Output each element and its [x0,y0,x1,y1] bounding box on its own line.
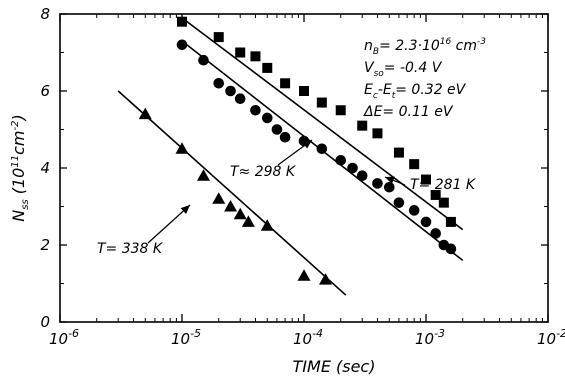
square-point [445,216,456,227]
arrow-head-icon [385,176,395,185]
circle-point [420,216,432,228]
square-point [438,197,449,208]
y-axis-title: Nss (1011cm-2) [9,114,31,221]
square-point [213,32,224,43]
curve-label-2: T= 338 K [97,241,164,257]
arrow-head-icon [302,140,312,149]
triangle-point [196,169,210,181]
circle-point [393,197,405,208]
circle-point [347,162,358,174]
square-point [262,62,273,73]
annotation-vso: Vso= -0.4 V [364,60,443,79]
square-point [280,78,291,89]
triangle-point [224,200,238,212]
circle-point [335,155,347,166]
x-tick-label: 10-6 [49,327,79,348]
y-tick-label: 2 [40,236,50,254]
square-point [250,51,261,62]
annotation-ecet: Ec-Et= 0.32 eV [364,82,467,101]
triangle-point [138,107,152,120]
square-point [335,105,346,116]
circle-point [261,112,273,124]
curve-label-0: T= 281 K [410,177,477,193]
circle-point [213,78,225,89]
circle-point [430,228,441,239]
square-point [409,159,420,170]
y-tick-label: 0 [40,313,50,331]
circle-point [271,124,283,135]
labels: nB= 2.3·1016 cm-3 Vso= -0.4 V Ec-Et= 0.32 … [97,37,486,257]
triangle-point [260,219,274,231]
y-tick-label: 6 [40,82,50,100]
data-points [138,16,457,285]
square-point [235,47,246,58]
x-tick-label: 10-4 [293,327,323,348]
triangle-point [297,269,311,281]
arrow-head-icon [180,205,190,215]
square-point [421,174,431,185]
triangle-point [241,215,255,227]
axes: 0 2 4 6 8 10-6 10-5 10-4 10-3 10-2 TIME (sec) Nss (… [9,5,565,376]
x-axis-title: TIME (sec) [293,357,376,376]
triangle-point [212,192,226,204]
square-point [372,128,383,139]
circle-point [225,85,236,97]
y-tick-label: 8 [40,5,50,23]
circle-point [279,131,291,143]
square-point [393,147,404,158]
triangle-point [175,142,189,154]
triangle-point [233,207,247,220]
square-point [357,120,368,131]
curve-label-arrow-2 [147,204,191,244]
square-point [430,189,441,200]
circle-point [198,54,209,66]
annotation-de: ΔE= 0.11 eV [363,104,454,120]
square-point [316,97,327,108]
circle-point [316,143,328,155]
circle-point [445,243,457,255]
curve-label-1: T≈ 298 K [230,164,297,180]
circle-point [408,205,420,216]
x-tick-label: 10-3 [415,327,445,348]
circle-point [383,181,395,193]
y-tick-label: 4 [40,159,50,177]
circle-point [234,93,246,104]
square-point [177,16,187,27]
circle-point [176,39,188,51]
triangle-point [318,273,332,285]
circle-point [372,178,383,189]
square-point [299,86,309,96]
x-tick-label: 10-5 [171,327,201,348]
circle-point [250,104,261,116]
x-tick-label: 10-2 [537,327,565,348]
annotation-nb: nB= 2.3·1016 cm-3 [364,37,486,57]
circle-point [356,170,368,181]
fit-line-series-2 [117,90,347,296]
fit-line-series-0 [181,17,464,231]
